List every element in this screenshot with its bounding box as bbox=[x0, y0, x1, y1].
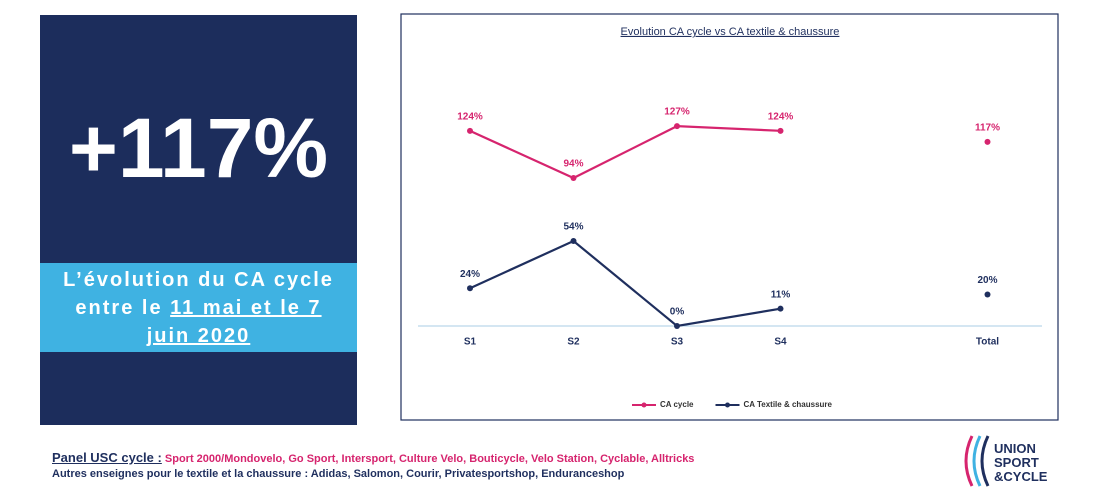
series-line bbox=[469, 124, 781, 180]
point bbox=[674, 323, 680, 329]
x-tick-label: S1 bbox=[464, 337, 477, 348]
data-label: 0% bbox=[670, 307, 685, 318]
legend-marker bbox=[641, 402, 647, 408]
data-label: 94% bbox=[563, 159, 583, 170]
point bbox=[467, 285, 473, 292]
panel-other: Autres enseignes pour le textile et la c… bbox=[52, 468, 625, 480]
data-label: 24% bbox=[460, 269, 480, 280]
x-tick-label: S3 bbox=[671, 337, 684, 348]
footer: Panel USC cycle : Sport 2000/Mondovelo, … bbox=[52, 450, 694, 480]
legend-marker bbox=[725, 402, 730, 408]
caption-dates: 11 mai et le 7 juin 2020 bbox=[146, 296, 322, 347]
data-label: 117% bbox=[975, 122, 1000, 133]
data-label: 124% bbox=[768, 111, 794, 122]
logo-text: SPORT bbox=[994, 455, 1039, 470]
point bbox=[984, 138, 991, 145]
data-label: 11% bbox=[771, 289, 791, 300]
point bbox=[467, 127, 473, 134]
data-label: 20% bbox=[977, 275, 997, 286]
chart-title: Evolution CA cycle vs CA textile & chaus… bbox=[621, 26, 840, 38]
logo-arcs bbox=[964, 435, 990, 487]
x-tick-label: S4 bbox=[774, 337, 787, 348]
series-line bbox=[469, 239, 781, 328]
kpi-caption: L’évolution du CA cycle entre le 11 mai … bbox=[40, 263, 357, 352]
data-label: 124% bbox=[457, 111, 483, 122]
data-label: 54% bbox=[563, 222, 583, 233]
panel-brands: Sport 2000/Mondovelo, Go Sport, Interspo… bbox=[164, 453, 695, 465]
legend-label: CA cycle bbox=[660, 400, 694, 409]
legend-label: CA Textile & chaussure bbox=[744, 400, 833, 409]
panel-label: Panel USC cycle : bbox=[52, 450, 162, 465]
kpi-value: +117% bbox=[68, 101, 329, 195]
logo-text: UNION bbox=[994, 441, 1036, 456]
point bbox=[777, 127, 784, 134]
chart-frame bbox=[400, 13, 1059, 421]
logo-text: &CYCLE bbox=[994, 469, 1048, 484]
kpi-panel: +117% L’évolution du CA cycle entre le 1… bbox=[40, 15, 357, 425]
point bbox=[570, 175, 577, 182]
caption-lead: L’évolution du CA cycle entre le bbox=[63, 268, 334, 319]
point bbox=[674, 123, 680, 130]
point bbox=[570, 238, 577, 245]
x-tick-label: Total bbox=[976, 337, 999, 348]
data-label: 127% bbox=[664, 107, 690, 118]
logo: UNION SPORT &CYCLE bbox=[958, 430, 1088, 492]
point bbox=[777, 305, 784, 312]
x-tick-label: S2 bbox=[567, 337, 580, 348]
point bbox=[984, 291, 991, 298]
